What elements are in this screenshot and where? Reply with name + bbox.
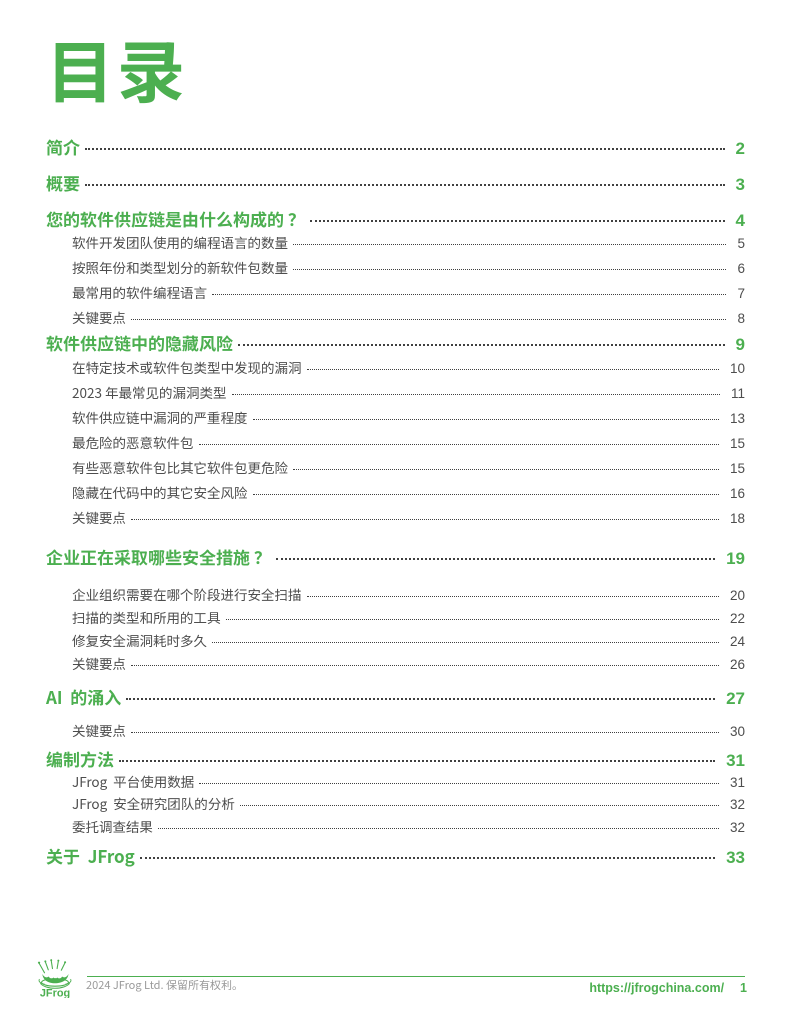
svg-text:JFrog: JFrog: [40, 988, 70, 998]
